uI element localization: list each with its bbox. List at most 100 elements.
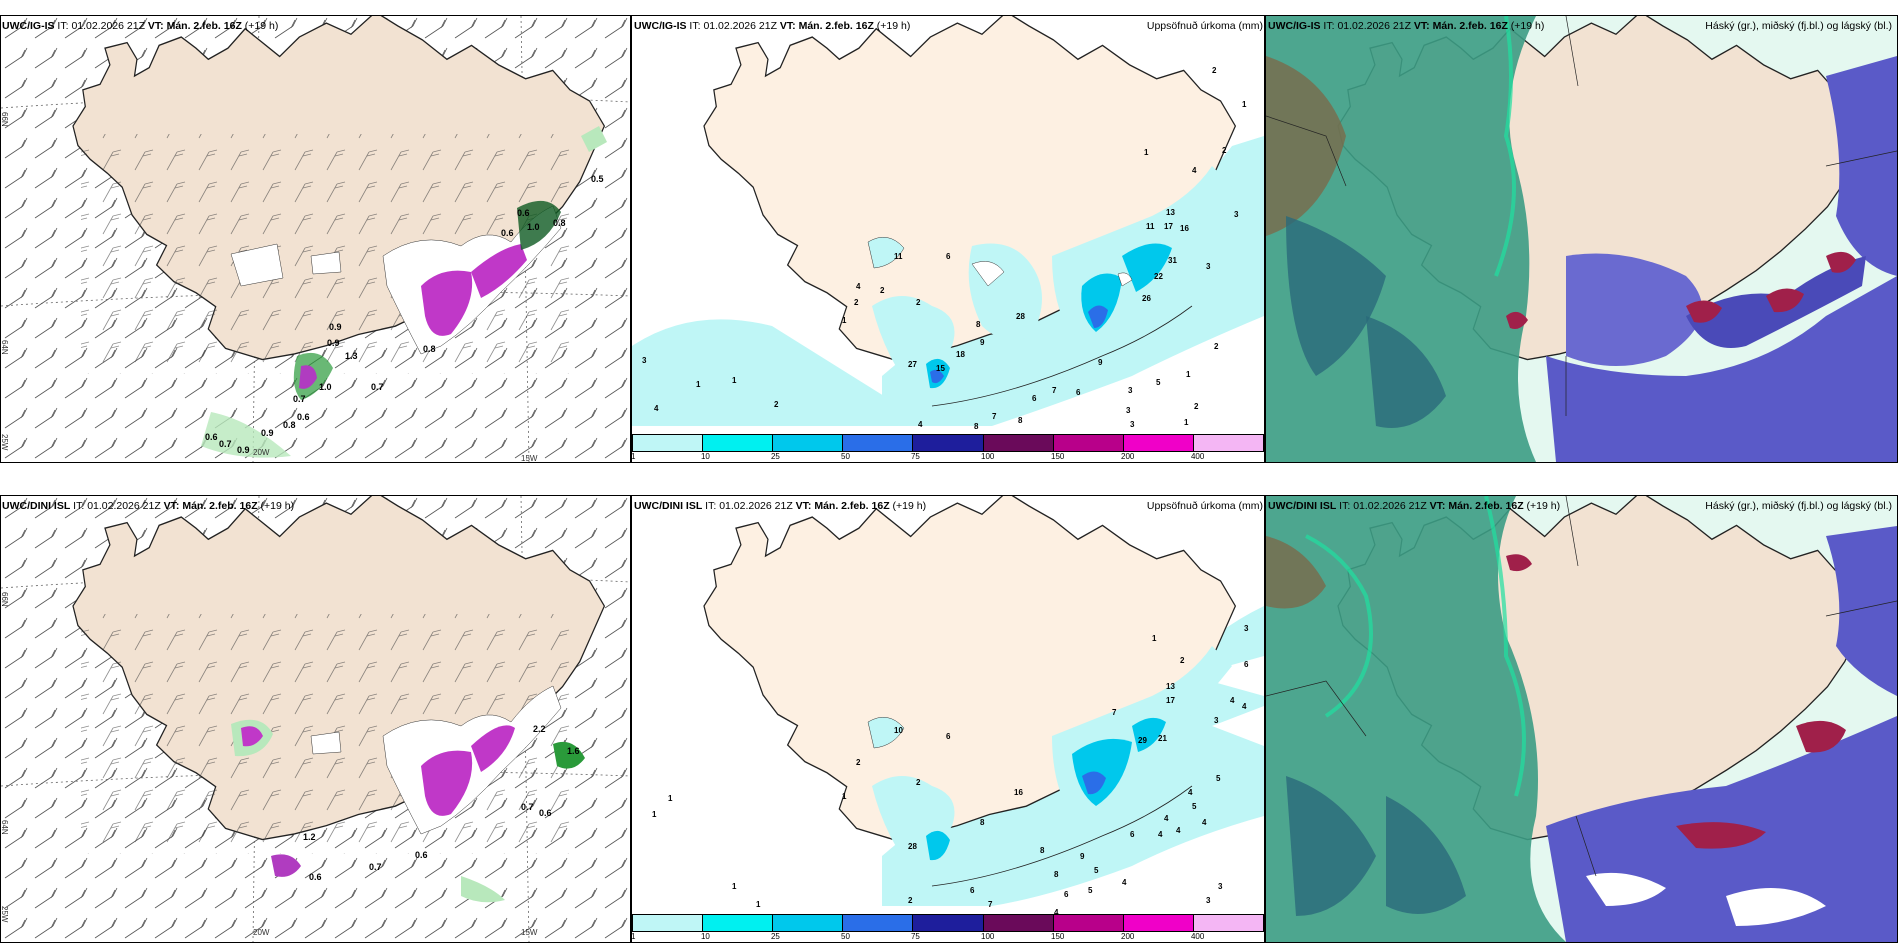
panel-title-bottom-cloud: UWC/DINI ISL IT: 01.02.2026 21Z VT: Mán.… xyxy=(1268,500,1560,512)
wind-value: 0.7 xyxy=(371,382,384,392)
precip-value: 10 xyxy=(894,726,903,735)
precip-value: 2 xyxy=(1222,146,1227,155)
precip-value: 5 xyxy=(1216,774,1221,783)
map-panel-top-precip[interactable]: 2 1 2 1 4 13 11 17 16 3 22 26 3 2 1 6 11… xyxy=(631,15,1265,463)
wind-value: 0.7 xyxy=(219,439,232,449)
precip-value: 7 xyxy=(992,412,997,421)
map-panel-bottom-precip[interactable]: 1 3 2 13 17 6 4 4 3 10 6 2 2 1 28 8 16 5… xyxy=(631,495,1265,943)
precip-value: 6 xyxy=(1244,660,1249,669)
colorbar-tick-label: 10 xyxy=(700,932,710,941)
precip-value: 6 xyxy=(1064,890,1069,899)
precip-value: 4 xyxy=(1242,702,1247,711)
model-name: UWC/DINI ISL xyxy=(1268,500,1337,512)
precip-value: 3 xyxy=(1244,624,1249,633)
precip-value: 31 xyxy=(1168,256,1177,265)
lon-label-20w: 20W xyxy=(253,448,270,457)
colorbar-tick-label: 50 xyxy=(841,932,850,941)
precip-map-title-bottom: Uppsöfnuð úrkoma (mm) xyxy=(1146,500,1263,512)
precip-value: 4 xyxy=(1158,830,1163,839)
wind-value: 1.2 xyxy=(303,832,316,842)
lat-label-66n: 66N xyxy=(0,112,9,127)
colorbar-swatch xyxy=(772,915,843,931)
colorbar-tick-label: 100 xyxy=(981,932,995,941)
it-label: IT: xyxy=(705,500,717,512)
precip-value: 1 xyxy=(1152,634,1157,643)
colorbar-swatch xyxy=(633,435,703,451)
colorbar-tick-label: 75 xyxy=(910,932,920,941)
precip-value: 1 xyxy=(668,794,673,803)
precip-map-image xyxy=(632,496,1264,906)
precip-value: 1 xyxy=(696,380,701,389)
colorbar-tick-label: 400 xyxy=(1190,452,1205,461)
wind-map-image xyxy=(1,16,630,462)
colorbar-swatch xyxy=(982,435,1053,451)
precip-value: 1 xyxy=(732,376,737,385)
colorbar-tick-label: 25 xyxy=(770,452,780,461)
colorbar-swatch xyxy=(1052,915,1123,931)
map-panel-top-cloud[interactable] xyxy=(1265,15,1898,463)
precip-colorbar-top xyxy=(632,434,1264,452)
precip-value: 2 xyxy=(880,286,885,295)
init-time: 01.02.2026 21Z xyxy=(703,20,777,32)
precip-value: 6 xyxy=(946,732,951,741)
colorbar-swatch xyxy=(1192,915,1263,931)
map-panel-bottom-wind[interactable]: 66N 64N 25W 20W 15W 2.2 1.6 0.7 0.6 1.2 … xyxy=(0,495,631,943)
colorbar-swatch xyxy=(842,915,913,931)
precip-value: 1 xyxy=(652,810,657,819)
colorbar-tick-label: 25 xyxy=(770,932,780,941)
lat-label-25w: 25W xyxy=(0,434,9,451)
precip-value: 4 xyxy=(1202,818,1207,827)
precip-value: 6 xyxy=(1076,388,1081,397)
precip-value: 7 xyxy=(988,900,993,909)
wind-value: 1.6 xyxy=(567,746,580,756)
model-name: UWC/DINI ISL xyxy=(2,500,71,512)
init-time: 01.02.2026 21Z xyxy=(71,20,145,32)
wind-value: 0.8 xyxy=(553,218,566,228)
lead-time: (+19 h) xyxy=(260,500,295,512)
precip-value: 8 xyxy=(1040,846,1045,855)
map-panel-bottom-cloud[interactable] xyxy=(1265,495,1898,943)
precip-value: 7 xyxy=(1112,708,1117,717)
precip-value: 28 xyxy=(908,842,917,851)
colorbar-tick-label: 150 xyxy=(1051,932,1065,941)
vt-label: VT: xyxy=(163,500,180,512)
cloud-map-title-bottom: Háský (gr.), miðský (fj.bl.) og lágský (… xyxy=(1705,500,1892,512)
colorbar-swatch xyxy=(702,435,773,451)
it-label: IT: xyxy=(57,20,69,32)
map-panel-top-wind[interactable]: 66N 64N 25W 20W 15W 0.5 0.6 1.0 0.8 0.9 … xyxy=(0,15,631,463)
precip-value: 16 xyxy=(1180,224,1189,233)
vt-label: VT: xyxy=(1429,500,1446,512)
precip-value: 17 xyxy=(1164,222,1173,231)
colorbar-swatch xyxy=(1122,435,1193,451)
init-time: 01.02.2026 21Z xyxy=(1337,20,1411,32)
colorbar-tick-label: 1 xyxy=(631,452,636,461)
colorbar-tick-label: 50 xyxy=(841,452,850,461)
lat-label-66n: 66N xyxy=(0,592,9,607)
precip-value: 1 xyxy=(1184,418,1189,427)
precip-value: 8 xyxy=(1018,416,1023,425)
wind-value: 0.9 xyxy=(237,445,250,455)
precip-value: 4 xyxy=(1176,826,1181,835)
it-label: IT: xyxy=(1323,20,1335,32)
it-label: IT: xyxy=(73,500,85,512)
colorbar-swatch xyxy=(772,435,843,451)
precip-value: 8 xyxy=(980,818,985,827)
panel-title-bottom-precip: UWC/DINI ISL IT: 01.02.2026 21Z VT: Mán.… xyxy=(634,500,926,512)
colorbar-tick-label: 75 xyxy=(910,452,920,461)
precip-value: 9 xyxy=(1080,852,1085,861)
precip-map-image xyxy=(632,16,1264,426)
precip-value: 2 xyxy=(916,298,921,307)
precip-value: 4 xyxy=(654,404,659,413)
precip-colorbar-labels-top: 1 10 25 50 75 100 150 200 400 xyxy=(631,452,1262,462)
vt-label: VT: xyxy=(147,20,164,32)
lead-time: (+19 h) xyxy=(1526,500,1561,512)
colorbar-swatch xyxy=(842,435,913,451)
precip-value: 3 xyxy=(1234,210,1239,219)
wind-value: 0.9 xyxy=(327,338,340,348)
precip-value: 2 xyxy=(916,778,921,787)
precip-value: 1 xyxy=(732,882,737,891)
colorbar-swatch xyxy=(633,915,703,931)
precip-value: 3 xyxy=(1218,882,1223,891)
valid-time: Mán. 2.feb. 16Z xyxy=(1432,20,1508,32)
valid-time: Mán. 2.feb. 16Z xyxy=(166,20,242,32)
